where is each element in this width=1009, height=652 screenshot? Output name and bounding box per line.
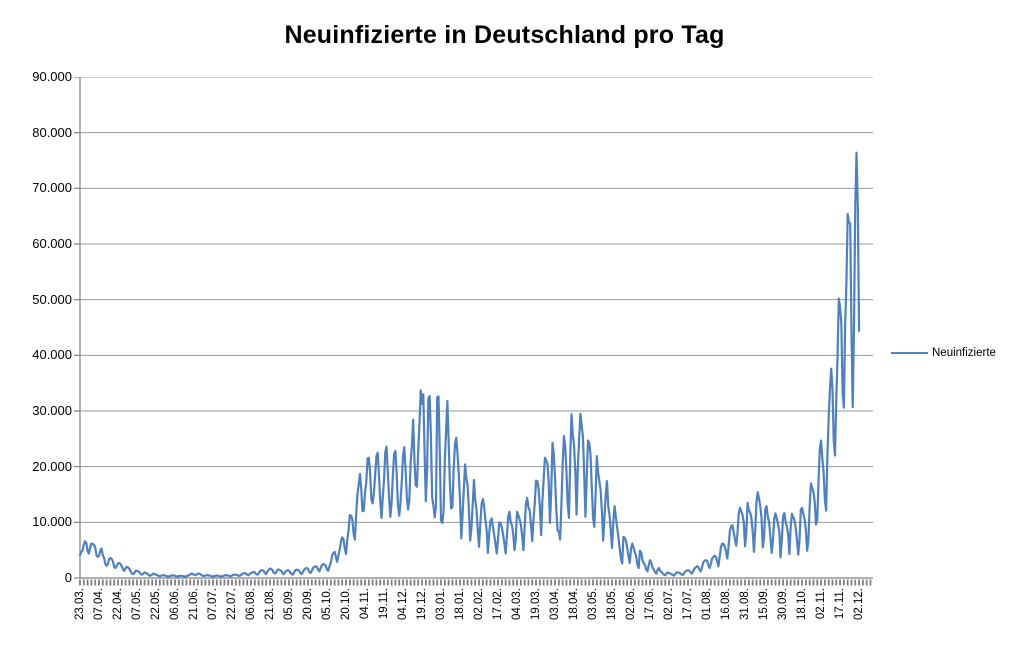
x-axis-tick-label: 07.05. [130, 588, 143, 620]
x-axis-tick-label: 03.04. [548, 588, 561, 620]
y-axis-tick-label: 40.000 [32, 347, 72, 363]
x-axis-tick-label: 07.04. [92, 588, 105, 620]
x-axis-tick-label: 02.11. [814, 588, 827, 620]
legend-line-swatch [891, 352, 928, 354]
x-axis-tick-label: 19.11. [377, 588, 390, 620]
x-axis-tick-label: 19.12. [415, 588, 428, 620]
x-axis-tick-label: 05.09. [282, 588, 295, 620]
x-axis-tick-label: 04.12. [396, 588, 409, 620]
x-axis-tick-label: 22.05. [149, 588, 162, 620]
y-axis-tick-label: 70.000 [32, 180, 72, 196]
x-axis-tick-label: 17.02. [491, 588, 504, 620]
x-axis-tick-label: 18.05. [605, 588, 618, 620]
x-axis-tick-label: 15.09. [757, 588, 770, 620]
y-axis-tick-label: 90.000 [32, 69, 72, 84]
x-axis-tick-label: 22.04. [111, 588, 124, 620]
y-axis-tick-label: 0 [64, 570, 72, 585]
x-axis-tick-label: 20.10. [339, 588, 352, 620]
legend-label: Neuinfizierte [932, 347, 996, 359]
series-line-neuinfizierte [78, 151, 861, 578]
plot-area [74, 77, 873, 586]
x-axis-tick-label: 07.07. [206, 588, 219, 620]
x-axis-tick-label: 17.07. [681, 588, 694, 620]
y-axis-tick-label: 60.000 [32, 236, 72, 251]
x-axis-tick-label: 02.07. [662, 588, 675, 620]
x-axis-tick-label: 06.08. [244, 588, 257, 620]
x-axis-tick-label: 17.11. [833, 588, 846, 620]
y-axis-tick-label: 80.000 [32, 124, 72, 140]
x-axis-tick-label: 20.09. [301, 588, 314, 620]
x-axis-tick-label: 22.07. [225, 588, 238, 620]
x-axis-tick-label: 04.11. [358, 588, 371, 620]
x-axis-tick-label: 01.08. [700, 588, 713, 620]
x-axis-tick-label: 04.03. [510, 588, 523, 620]
y-axis-tick-label: 10.000 [32, 514, 72, 530]
x-axis-tick-label: 03.05. [586, 588, 599, 620]
x-axis-tick-label: 18.04. [567, 588, 580, 620]
chart-title: Neuinfizierte in Deutschland pro Tag [284, 21, 725, 49]
x-axis-tick-label: 16.08. [719, 588, 732, 620]
y-axis-tick-label: 30.000 [32, 403, 72, 418]
x-axis-tick-label: 21.06. [187, 588, 200, 620]
y-axis-tick-label: 20.000 [32, 458, 72, 474]
x-axis-tick-label: 03.01. [434, 588, 447, 620]
x-axis-tick-label: 02.06. [624, 588, 637, 620]
x-axis-tick-label: 21.08. [263, 588, 276, 620]
x-axis-tick-label: 05.10. [320, 588, 333, 620]
x-axis-tick-label: 18.01. [453, 588, 466, 620]
x-axis-tick-label: 23.03. [73, 588, 86, 620]
x-axis-tick-label: 02.02. [472, 588, 485, 620]
x-axis-tick-label: 19.03. [529, 588, 542, 620]
x-axis-tick-label: 31.08. [738, 588, 751, 620]
x-axis-tick-label: 06.06. [168, 588, 181, 620]
x-axis-tick-label: 17.06. [643, 588, 656, 620]
x-axis-tick-label: 18.10. [795, 588, 808, 620]
y-axis-tick-label: 50.000 [32, 291, 72, 307]
x-axis-tick-label: 30.09. [776, 588, 789, 620]
x-axis-tick-label: 02.12. [852, 588, 865, 620]
legend: Neuinfizierte [891, 347, 996, 359]
